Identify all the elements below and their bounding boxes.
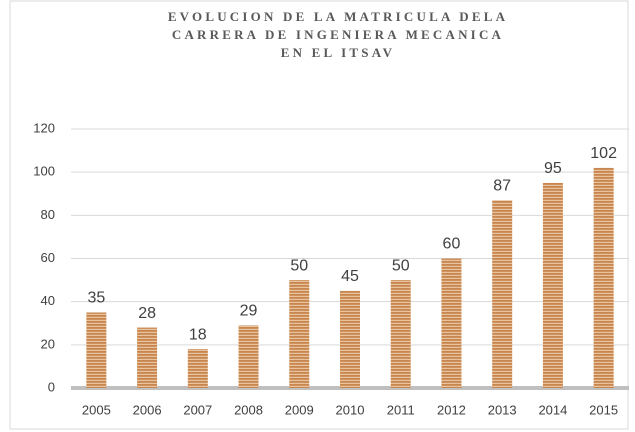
y-tick-label: 40 [41, 293, 55, 308]
bar [238, 325, 259, 388]
value-label: 29 [240, 303, 258, 320]
y-tick-label: 60 [41, 250, 55, 265]
value-label: 18 [189, 326, 207, 343]
bar [137, 327, 158, 388]
bar [390, 280, 411, 388]
y-tick-label: 0 [48, 379, 55, 394]
bar [542, 182, 563, 388]
x-tick-label: 2015 [589, 402, 618, 417]
value-label: 28 [138, 305, 156, 322]
bar [289, 280, 310, 388]
value-label: 87 [493, 177, 511, 194]
x-tick-label: 2008 [234, 402, 263, 417]
x-tick-label: 2012 [437, 402, 466, 417]
y-tick-label: 80 [41, 207, 55, 222]
x-tick-label: 2006 [133, 402, 162, 417]
x-tick-label: 2007 [183, 402, 212, 417]
value-label: 60 [443, 236, 461, 253]
bar [340, 290, 360, 388]
value-label: 50 [290, 257, 308, 274]
chart-title: CARRERA DE INGENIERA MECANICA [172, 27, 504, 42]
chart-title: EN EL ITSAV [281, 45, 395, 60]
value-label: 50 [392, 257, 410, 274]
bar [187, 349, 208, 388]
x-tick-label: 2011 [387, 402, 415, 417]
x-tick-label: 2005 [82, 402, 111, 417]
x-tick-label: 2009 [285, 402, 314, 417]
value-label: 35 [87, 290, 105, 307]
y-tick-label: 120 [33, 120, 55, 135]
y-tick-label: 100 [33, 164, 55, 179]
x-tick-label: 2010 [336, 402, 365, 417]
y-tick-label: 20 [41, 336, 55, 351]
chart-title: EVOLUCION DE LA MATRICULA DELA [168, 9, 508, 24]
bar [441, 258, 462, 388]
bar [86, 312, 107, 388]
value-label: 102 [590, 145, 617, 162]
value-label: 95 [544, 160, 562, 177]
x-tick-label: 2014 [538, 402, 567, 417]
bar [492, 200, 513, 388]
value-label: 45 [341, 268, 359, 285]
x-tick-label: 2013 [488, 402, 517, 417]
bar [593, 167, 614, 388]
